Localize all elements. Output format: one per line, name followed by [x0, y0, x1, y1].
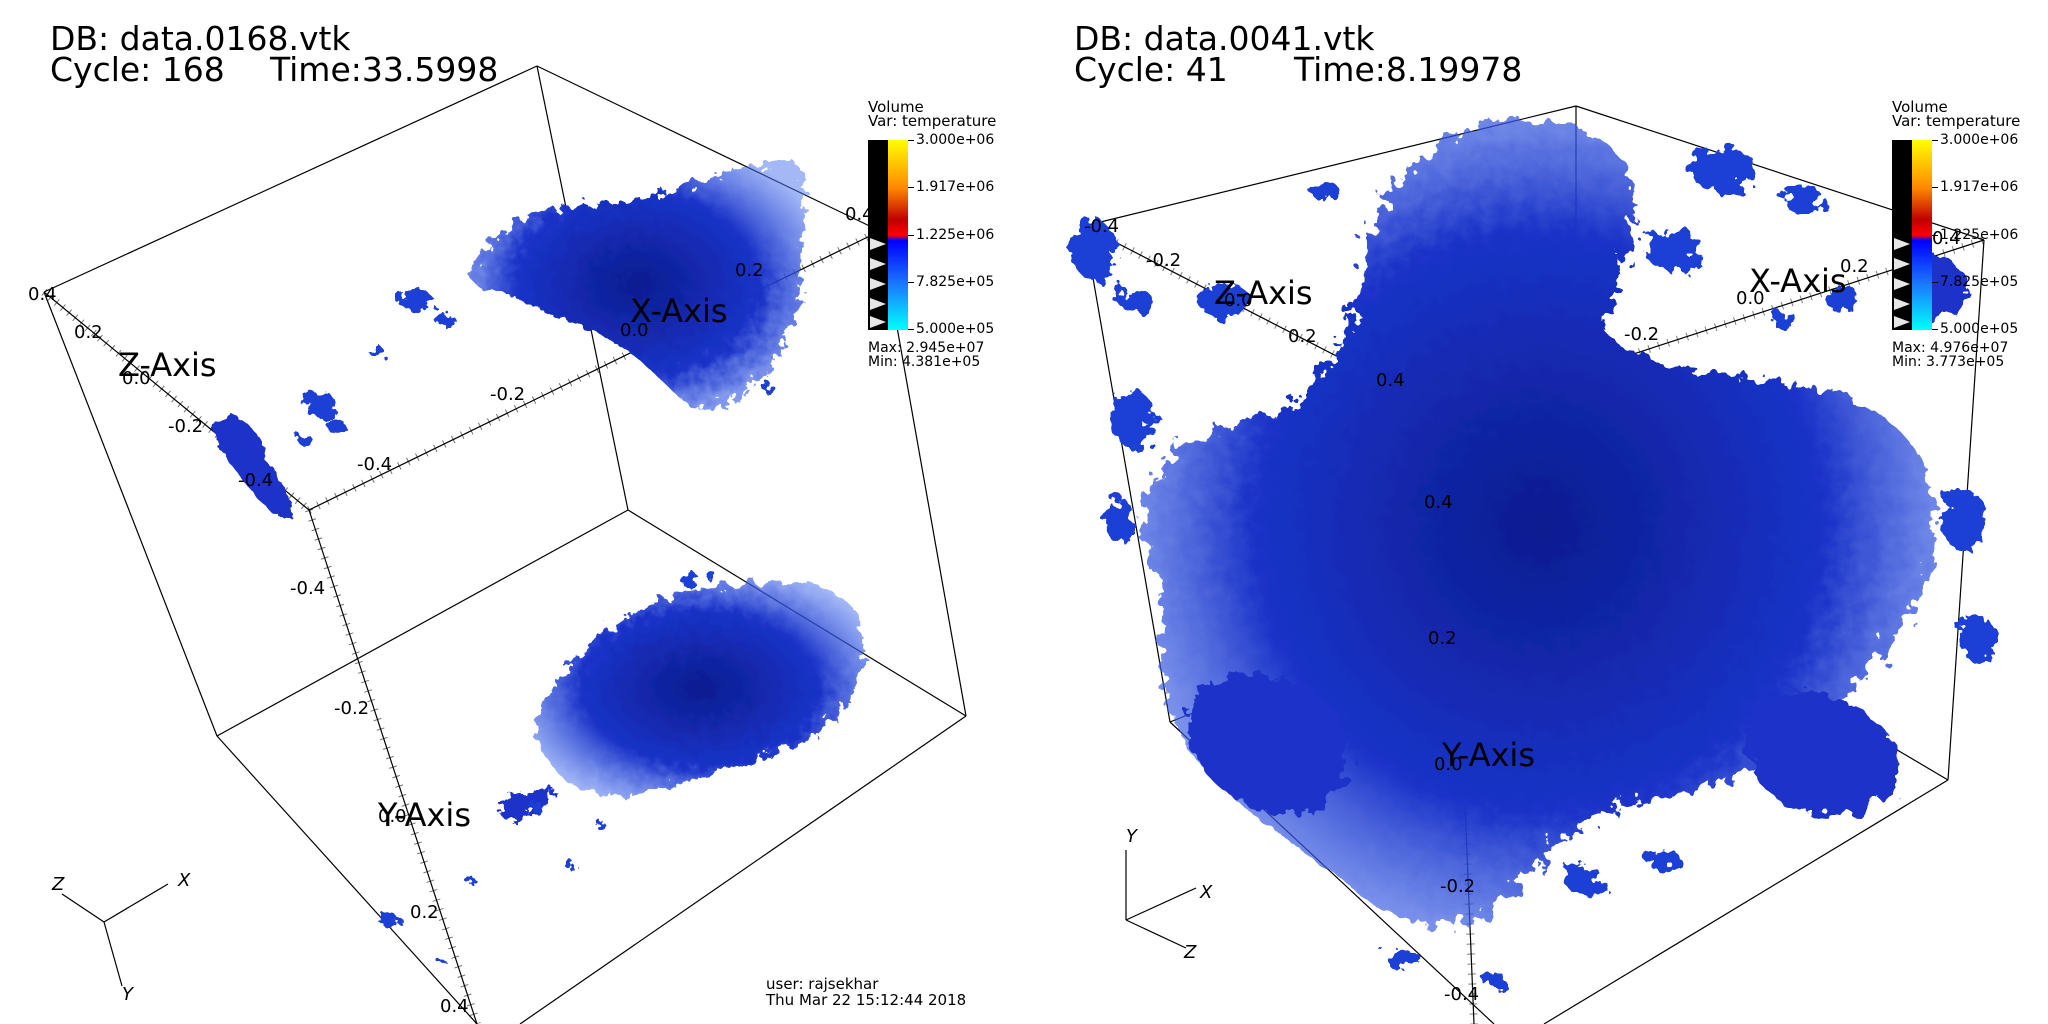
right-triad-y-label: Y — [1126, 826, 1139, 847]
right-y-tick-label: -0.2 — [1440, 876, 1475, 897]
left-legend-tick — [908, 235, 914, 236]
left-corner-fragment — [215, 417, 293, 516]
left-z-axis-title: Z-Axis — [118, 346, 217, 384]
left-z-tick-label: 0.4 — [28, 284, 57, 305]
left-temperature-volume — [215, 158, 864, 963]
right-z-tick-label: 0.4 — [1376, 370, 1405, 391]
left-time-label: Time:33.5998 — [270, 50, 499, 89]
render-date-label: Thu Mar 22 15:12:44 2018 — [766, 991, 967, 1009]
right-x-tick-label: 0.4 — [1932, 228, 1961, 249]
left-y-tick-label: 0.2 — [410, 902, 439, 923]
user-info: user: rajsekhar Thu Mar 22 15:12:44 2018 — [766, 976, 966, 1008]
right-z-tick-label: -0.2 — [1146, 250, 1181, 271]
left-visualization-panel[interactable]: X-Axis Z-Axis Y-Axis -0.4 -0.2 0.0 0.2 0… — [0, 0, 1024, 1024]
left-upper-plume — [470, 158, 806, 410]
left-legend-tick — [908, 329, 914, 330]
left-x-tick-label: 0.4 — [845, 204, 874, 225]
right-lower-left-cluster — [1188, 673, 1350, 815]
left-z-tick-label: 0.2 — [74, 322, 103, 343]
right-z-axis-title: Z-Axis — [1214, 274, 1313, 312]
left-y-tick-label: 0.4 — [440, 996, 469, 1017]
right-temperature-volume — [1072, 119, 1997, 988]
left-x-axis-title: X-Axis — [630, 292, 728, 330]
right-visualization-panel[interactable]: X-Axis Z-Axis Y-Axis -0.2 0.0 0.2 0.4 -0… — [1024, 0, 2048, 1024]
right-x-tick-label: 0.2 — [1840, 256, 1869, 277]
right-legend-tick — [1932, 140, 1938, 141]
left-triad-z-label: Z — [51, 874, 65, 895]
user-name-label: user: rajsekhar — [766, 975, 879, 993]
left-legend-tick — [908, 282, 914, 283]
right-time-label: Time:8.19978 — [1294, 50, 1523, 89]
left-lower-plume — [536, 581, 864, 795]
left-y-tick-label: -0.2 — [334, 698, 369, 719]
right-color-legend: Volume Var: temperature — [1892, 98, 2048, 378]
right-lower-right-cluster — [1747, 692, 1901, 816]
right-db-label: DB: data.0041.vtk — [1074, 19, 1375, 58]
right-legend-tick-label: 7.825e+05 — [1940, 274, 2019, 290]
right-y-axis-title: Y-Axis — [1441, 736, 1535, 774]
right-legend-min: Min: 3.773e+05 — [1892, 354, 2005, 370]
left-cycle-label: Cycle: 168 — [50, 50, 225, 89]
left-x-tick-label: -0.2 — [490, 384, 525, 405]
right-volume-render[interactable]: X-Axis Z-Axis Y-Axis -0.2 0.0 0.2 0.4 -0… — [1024, 0, 2048, 1024]
left-db-label: DB: data.0168.vtk — [50, 19, 351, 58]
right-legend-tick — [1932, 282, 1938, 283]
left-axis-triad — [61, 883, 169, 987]
right-axis-triad — [1125, 850, 1197, 949]
left-legend-tick-label: 7.825e+05 — [916, 274, 995, 290]
right-legend-tick — [1932, 235, 1938, 236]
right-y-tick-label: 0.2 — [1428, 628, 1457, 649]
left-legend-tick — [908, 140, 914, 141]
right-legend-tick-label: 5.000e+05 — [1940, 321, 2019, 337]
left-legend-tick-label: 3.000e+06 — [916, 132, 995, 148]
right-x-tick-label: -0.2 — [1624, 324, 1659, 345]
left-legend-tick — [908, 187, 914, 188]
right-legend-tick-label: 3.000e+06 — [1940, 132, 2019, 148]
left-lower-tail — [499, 790, 556, 820]
right-legend-tick — [1932, 187, 1938, 188]
left-volume-render[interactable]: X-Axis Z-Axis Y-Axis -0.4 -0.2 0.0 0.2 0… — [0, 0, 1024, 1024]
left-y-tick-label: -0.4 — [290, 578, 325, 599]
right-z-tick-label: -0.4 — [1084, 216, 1119, 237]
left-legend-colorbar — [868, 140, 908, 330]
left-legend-tick-label: 1.225e+06 — [916, 227, 995, 243]
right-x-axis-title: X-Axis — [1749, 262, 1847, 300]
right-legend-max: Max: 4.976e+07 — [1892, 340, 2009, 356]
left-z-tick-label: 0.0 — [122, 368, 151, 389]
left-x-tick-label: 0.0 — [620, 320, 649, 341]
left-x-tick-label: 0.2 — [735, 260, 764, 281]
left-y-tick-label: 0.0 — [378, 806, 407, 827]
right-legend-tick-label: 1.917e+06 — [1940, 179, 2019, 195]
left-legend-tick-label: 1.917e+06 — [916, 179, 995, 195]
left-z-tick-label: -0.2 — [168, 416, 203, 437]
right-y-tick-label: 0.0 — [1434, 754, 1463, 775]
right-scattered-fragments — [1072, 148, 1997, 988]
right-x-tick-label: 0.0 — [1736, 288, 1765, 309]
right-cycle-label: Cycle: 41 — [1074, 50, 1228, 89]
left-z-tick-label: -0.4 — [238, 470, 273, 491]
left-y-axis-title: Y-Axis — [377, 796, 471, 834]
right-legend-variable: Var: temperature — [1892, 112, 2021, 130]
left-triad-y-label: Y — [122, 984, 135, 1005]
left-triad-x-label: X — [177, 870, 191, 891]
left-legend-max: Max: 2.945e+07 — [868, 340, 985, 356]
right-z-tick-label: 0.0 — [1224, 290, 1253, 311]
right-legend-tick-label: 1.225e+06 — [1940, 227, 2019, 243]
right-legend-colorbar — [1892, 140, 1932, 330]
right-triad-z-label: Z — [1183, 942, 1197, 963]
right-y-tick-label: -0.4 — [1444, 984, 1479, 1005]
left-scattered-fragments — [298, 290, 776, 963]
left-legend-title: Volume — [868, 98, 924, 116]
left-legend-variable: Var: temperature — [868, 112, 997, 130]
left-axis-ticks — [41, 227, 882, 1024]
left-x-tick-label: -0.4 — [357, 454, 392, 475]
right-y-tick-label: 0.4 — [1424, 492, 1453, 513]
right-legend-tick — [1932, 329, 1938, 330]
left-legend-min: Min: 4.381e+05 — [868, 354, 981, 370]
right-z-tick-label: 0.2 — [1288, 326, 1317, 347]
left-color-legend: Volume Var: temperature — [868, 98, 1024, 378]
right-triad-x-label: X — [1199, 882, 1213, 903]
left-legend-tick-label: 5.000e+05 — [916, 321, 995, 337]
right-legend-title: Volume — [1892, 98, 1948, 116]
